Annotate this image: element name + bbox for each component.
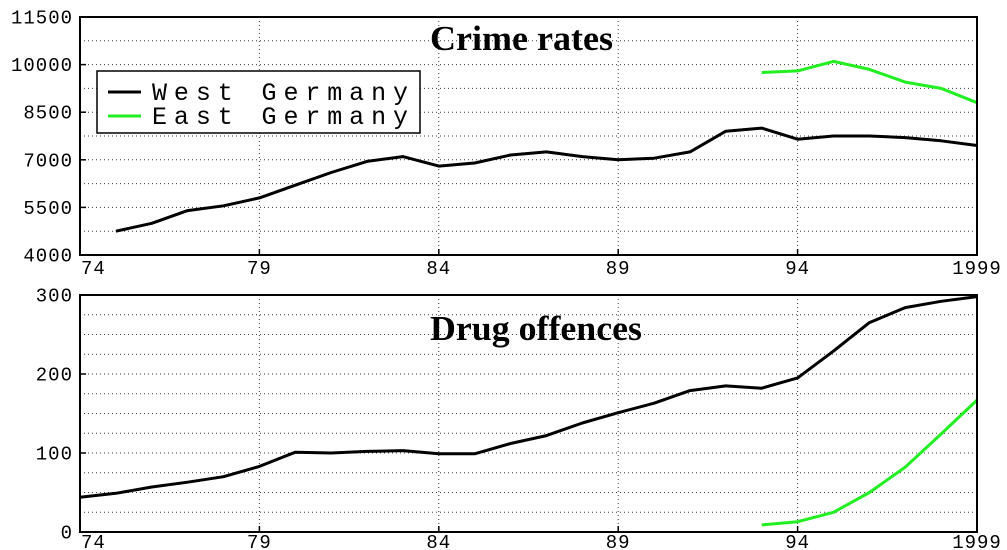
- series-line-east-germany: [761, 59, 978, 105]
- drug-offences-chart: 74 79 84 89 94 1999 0 100 200 300 Drug offences: [36, 286, 1002, 550]
- legend-box: [96, 70, 421, 134]
- y-tick-label: 5500: [23, 198, 73, 220]
- x-tick-label: 79: [247, 258, 272, 280]
- y-tick-label: 7000: [23, 150, 73, 172]
- axes: 74 79 84 89 94 1999 0 100 200 300: [36, 286, 1002, 550]
- chart-title: Crime rates: [430, 19, 613, 58]
- series-line-east-germany: [761, 399, 979, 527]
- legend: West Germany East Germany: [96, 70, 421, 134]
- y-tick-label: 300: [36, 286, 73, 308]
- grid: [80, 17, 977, 255]
- x-tick-label: 94: [785, 258, 810, 280]
- x-tick-label: 94: [785, 532, 810, 550]
- x-tick-label: 74: [81, 532, 106, 550]
- x-tick-label: 79: [247, 532, 272, 550]
- plot-frame: [79, 294, 978, 533]
- series-lines: [115, 59, 978, 233]
- axes: 74 79 84 89 94 1999 4000 5500 7000 8500 10000 11500: [11, 8, 1002, 281]
- y-tick-label: 4000: [23, 246, 73, 268]
- x-tick-label: 1999: [952, 532, 1002, 550]
- y-tick-label: 0: [61, 523, 73, 545]
- series-lines: [79, 295, 979, 527]
- series-line-west-germany: [79, 295, 978, 499]
- x-tick-label: 74: [81, 258, 106, 280]
- x-tick-label: 84: [426, 258, 451, 280]
- plot-frame: [79, 16, 978, 256]
- series-line-west-germany: [115, 126, 978, 233]
- x-tick-label: 89: [606, 532, 631, 550]
- grid: [80, 295, 977, 532]
- x-tick-label: 84: [426, 532, 451, 550]
- x-tick-label: 89: [606, 258, 631, 280]
- y-tick-label: 10000: [11, 55, 73, 77]
- chart-title: Drug offences: [430, 309, 642, 348]
- y-tick-label: 200: [36, 365, 73, 387]
- y-tick-label: 8500: [23, 103, 73, 125]
- y-tick-label: 100: [36, 444, 73, 466]
- x-tick-label: 1999: [952, 258, 1002, 280]
- y-tick-label: 11500: [11, 8, 73, 30]
- crime-rates-chart: 74 79 84 89 94 1999 4000 5500 7000 8500 10000 11500…: [11, 8, 1002, 281]
